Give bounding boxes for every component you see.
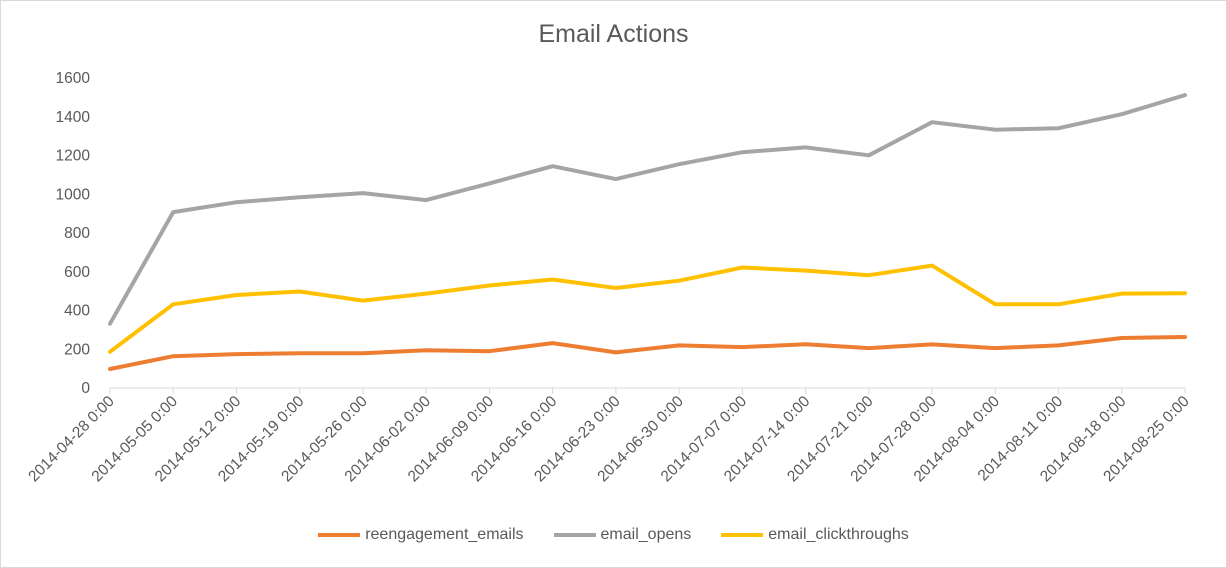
legend-item-email-clickthroughs: email_clickthroughs — [721, 526, 909, 544]
legend-item-email-opens: email_opens — [553, 526, 692, 544]
legend-swatch — [318, 533, 361, 537]
legend-label: email_clickthroughs — [768, 526, 909, 543]
chart-legend: reengagement_emails email_opens email_clic… — [0, 526, 1227, 544]
y-tick-label: 1600 — [56, 70, 91, 87]
legend-swatch — [721, 533, 764, 537]
y-axis-labels: 0 200 400 600 800 1000 1200 1400 1600 — [56, 70, 91, 397]
y-tick-label: 1000 — [56, 186, 91, 203]
chart-title: Email Actions — [538, 20, 689, 48]
y-tick-label: 400 — [64, 303, 90, 320]
y-tick-label: 200 — [64, 341, 90, 358]
series-line-reengagement-emails — [108, 335, 1187, 371]
y-tick-label: 800 — [64, 225, 90, 242]
legend-label: email_opens — [600, 526, 692, 543]
legend-item-reengagement-emails: reengagement_emails — [318, 526, 524, 544]
series-line-email-opens — [108, 93, 1187, 326]
series-line-email-clickthroughs — [108, 263, 1187, 354]
y-tick-label: 0 — [81, 380, 90, 397]
y-tick-label: 600 — [64, 264, 90, 281]
legend-label: reengagement_emails — [365, 526, 524, 543]
legend-swatch — [553, 533, 596, 537]
y-tick-label: 1200 — [56, 148, 91, 165]
series-lines — [108, 93, 1187, 371]
y-tick-label: 1400 — [56, 109, 91, 126]
